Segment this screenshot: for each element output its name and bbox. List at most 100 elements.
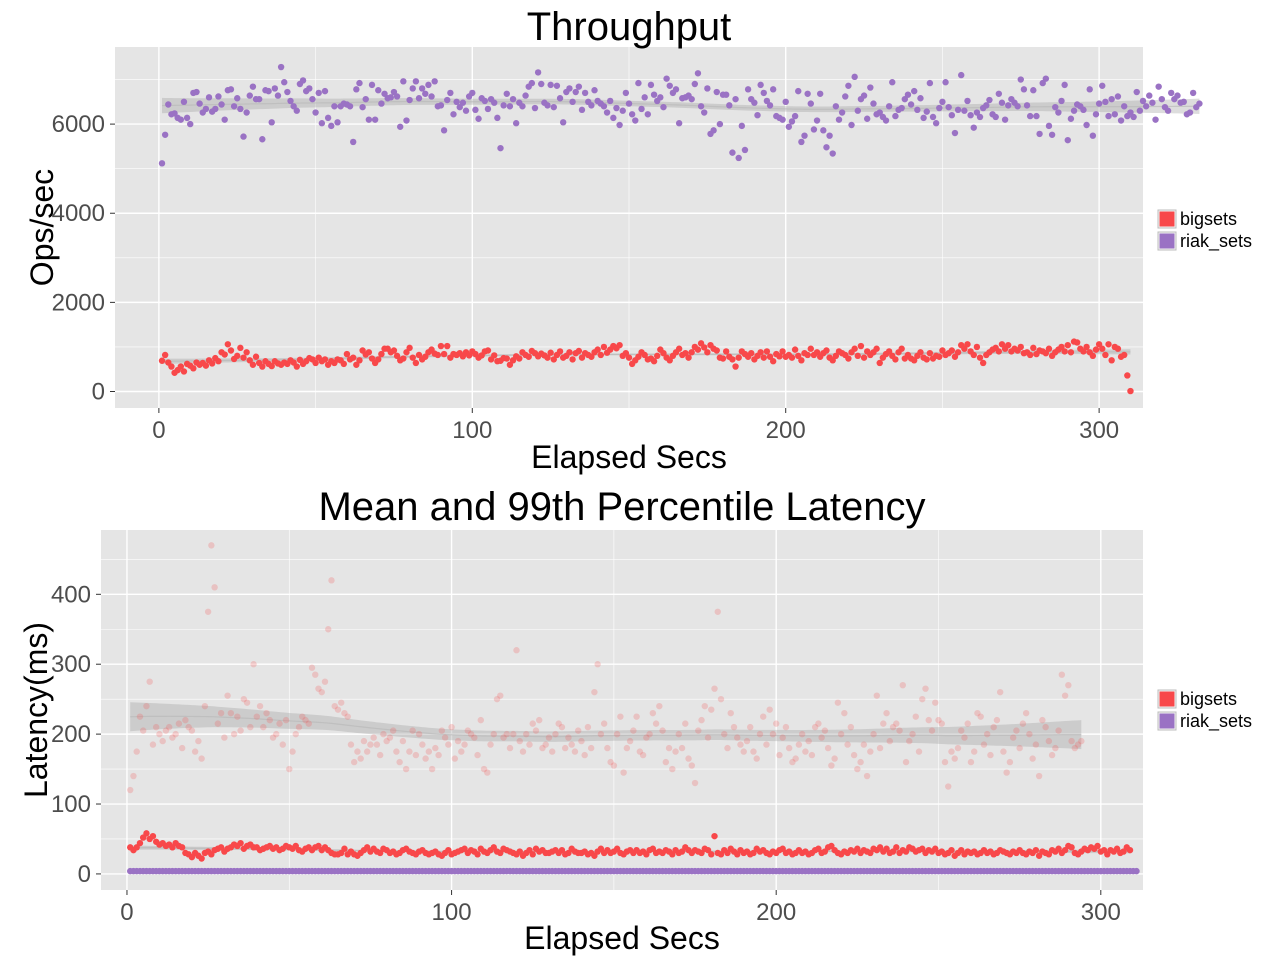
bigsets-point (180, 368, 188, 375)
latency-p99-point (996, 688, 1004, 696)
latency-p99-point (480, 765, 488, 773)
latency-x-axis-label: Elapsed Secs (524, 920, 720, 956)
latency-p99-point (915, 748, 923, 755)
riak_sets-point (202, 105, 210, 113)
latency-p99-point (497, 692, 504, 699)
riak_sets-point (782, 98, 789, 106)
bigsets-point (569, 356, 576, 363)
latency-p99-point (734, 734, 741, 741)
bigsets-point (1124, 372, 1131, 379)
latency-p99-point (386, 734, 394, 741)
latency-p99-point (243, 699, 251, 706)
latency-p99-point (467, 730, 475, 738)
latency-p99-point (902, 758, 910, 766)
bigsets-point (832, 352, 840, 360)
latency-p99-point (873, 692, 881, 699)
riak_sets-point (995, 90, 1003, 97)
latency-p99-point (490, 730, 497, 738)
latency-p99-point (354, 748, 361, 755)
latency-p99-point (808, 751, 816, 759)
riak_sets-point (638, 105, 645, 113)
bigsets-point (221, 351, 228, 358)
latency-p99-point (195, 737, 202, 745)
latency-p99-point (831, 755, 838, 762)
throughput-y-axis-label: Ops/sec (24, 169, 60, 286)
latency-p99-point (945, 783, 952, 790)
riak_sets-point (691, 80, 699, 88)
bigsets-point (1032, 846, 1040, 854)
riak_sets-point (375, 87, 382, 94)
riak_sets-point (1155, 83, 1162, 90)
riak_sets-point (1064, 136, 1071, 144)
latency-p99-point (717, 695, 725, 703)
latency-p99-point (279, 741, 286, 748)
bigsets-point (440, 350, 448, 358)
riak_sets-point (469, 89, 476, 97)
riak_sets-point (926, 79, 934, 87)
latency-p99-point (178, 744, 186, 752)
latency-p99-point (247, 723, 254, 731)
riak_sets-point (600, 103, 608, 110)
riak_sets-point (1136, 107, 1144, 114)
latency-p99-point (587, 744, 595, 752)
latency-p99-point (532, 727, 540, 734)
bigsets-point (168, 363, 175, 370)
bigsets-point (948, 846, 955, 854)
bigsets-point (829, 357, 836, 364)
latency-p99-point (1042, 723, 1049, 731)
riak_sets-point (397, 123, 404, 130)
latency-p99-point (951, 755, 958, 762)
riak_sets-point (751, 99, 758, 106)
riak_sets-point (475, 115, 482, 122)
riak_sets-point (763, 97, 771, 105)
riak_sets-point (1061, 81, 1068, 89)
riak_sets-point (318, 120, 326, 127)
latency-p99-point (909, 730, 916, 738)
bigsets-point (594, 346, 601, 353)
riak_sets-point (622, 89, 630, 97)
smoother-line (130, 715, 1082, 738)
latency-p99-point (828, 762, 835, 769)
riak_sets-point (917, 95, 924, 102)
riak_sets-point (387, 94, 395, 101)
riak_sets-point (484, 105, 492, 113)
bigsets-point (202, 362, 210, 369)
latency-p99-point (292, 730, 299, 738)
bigsets-point (1030, 344, 1037, 352)
latency-p99-point (321, 678, 329, 685)
riak_sets-point (230, 103, 238, 110)
latency-p99-point (922, 685, 929, 692)
riak_sets-point (863, 115, 871, 122)
riak_sets-point (459, 99, 467, 106)
bigsets-point (964, 341, 971, 348)
legend-swatch-riak_sets (1159, 233, 1175, 249)
bigsets-point (246, 357, 253, 364)
latency-p99-point (432, 744, 439, 752)
bigsets-point (1095, 341, 1103, 348)
y-tick-label: 0 (92, 379, 105, 406)
riak_sets-point (196, 100, 203, 107)
bigsets-point (823, 347, 830, 354)
riak_sets-point (779, 116, 786, 123)
bigsets-point (807, 345, 814, 352)
latency-p99-point (815, 720, 822, 727)
bigsets-point (409, 354, 416, 361)
bigsets-point (1114, 345, 1122, 352)
latency-p99-point (367, 741, 374, 748)
riak_sets-point (757, 81, 764, 89)
riak_sets-point (591, 87, 598, 94)
riak_sets-point (556, 95, 564, 102)
bigsets-point (506, 361, 514, 368)
latency-p99-point (393, 748, 400, 755)
riak_sets-point (932, 120, 940, 127)
bigsets-point (951, 353, 959, 360)
bigsets-point (851, 345, 858, 352)
riak_sets-point (795, 87, 802, 95)
bigsets-point (732, 363, 739, 370)
latency-p99-point (172, 730, 179, 738)
latency-p99-point (1045, 737, 1053, 745)
throughput-gridlines (115, 47, 1143, 408)
latency-p99-point (454, 737, 462, 745)
latency-p99-point (1009, 734, 1017, 741)
riak_sets-point (412, 78, 420, 85)
